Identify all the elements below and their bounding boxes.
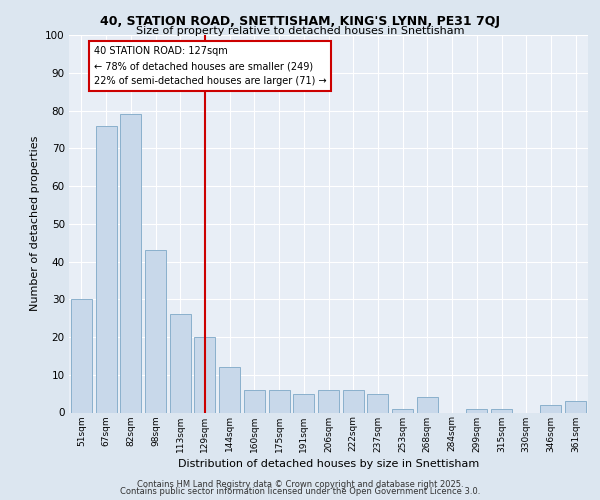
Text: 40 STATION ROAD: 127sqm
← 78% of detached houses are smaller (249)
22% of semi-d: 40 STATION ROAD: 127sqm ← 78% of detache… [94, 46, 326, 86]
Bar [565, 401, 586, 412]
Bar [541, 405, 562, 412]
Bar [145, 250, 166, 412]
Bar [392, 408, 413, 412]
Y-axis label: Number of detached properties: Number of detached properties [29, 136, 40, 312]
Bar [95, 126, 116, 412]
Bar [367, 394, 388, 412]
Text: Size of property relative to detached houses in Snettisham: Size of property relative to detached ho… [136, 26, 464, 36]
X-axis label: Distribution of detached houses by size in Snettisham: Distribution of detached houses by size … [178, 458, 479, 468]
Bar [194, 337, 215, 412]
Bar [491, 408, 512, 412]
Bar [170, 314, 191, 412]
Bar [318, 390, 339, 412]
Bar [417, 398, 438, 412]
Bar [466, 408, 487, 412]
Bar [219, 367, 240, 412]
Text: Contains HM Land Registry data © Crown copyright and database right 2025.: Contains HM Land Registry data © Crown c… [137, 480, 463, 489]
Bar [71, 299, 92, 412]
Text: Contains public sector information licensed under the Open Government Licence 3.: Contains public sector information licen… [120, 487, 480, 496]
Bar [244, 390, 265, 412]
Bar [269, 390, 290, 412]
Bar [293, 394, 314, 412]
Text: 40, STATION ROAD, SNETTISHAM, KING'S LYNN, PE31 7QJ: 40, STATION ROAD, SNETTISHAM, KING'S LYN… [100, 15, 500, 28]
Bar [120, 114, 141, 412]
Bar [343, 390, 364, 412]
